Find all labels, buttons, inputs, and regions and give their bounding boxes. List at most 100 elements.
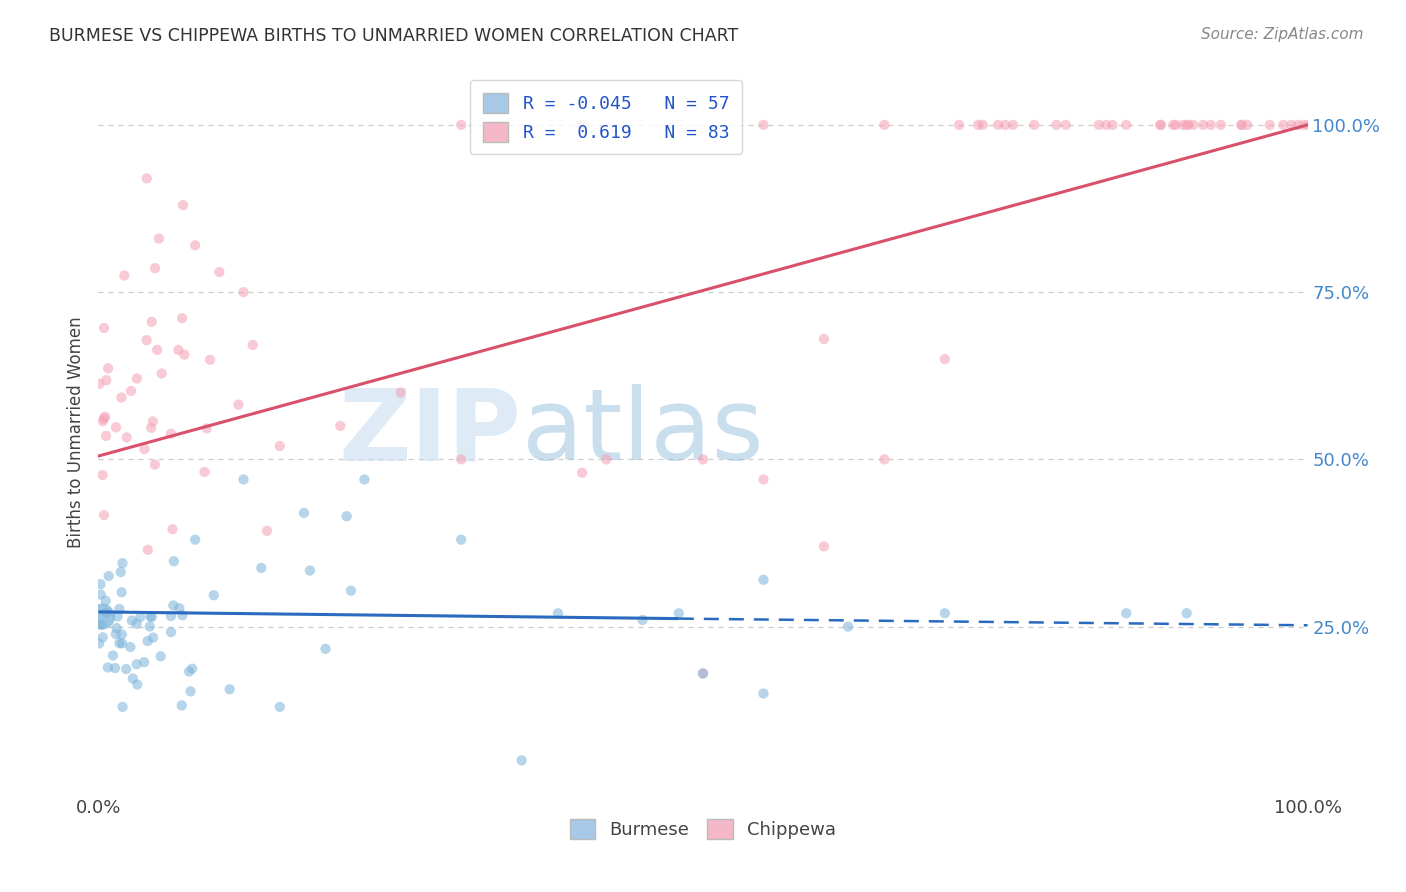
Point	[752, 118, 775, 132]
Point	[105, 621, 128, 635]
Point	[136, 634, 159, 648]
Point	[104, 627, 127, 641]
Point	[167, 343, 190, 357]
Point	[93, 321, 115, 335]
Point	[1024, 118, 1046, 132]
Point	[228, 398, 250, 412]
Point	[111, 627, 134, 641]
Point	[104, 661, 127, 675]
Point	[93, 508, 115, 522]
Point	[1088, 118, 1111, 132]
Point	[1182, 118, 1205, 132]
Point	[115, 430, 138, 444]
Point	[101, 648, 124, 663]
Point	[160, 625, 183, 640]
Point	[873, 452, 896, 467]
Point	[97, 361, 120, 376]
Point	[972, 118, 994, 132]
Point	[595, 452, 617, 467]
Point	[218, 682, 240, 697]
Point	[96, 606, 118, 620]
Point	[450, 533, 472, 547]
Point	[340, 583, 363, 598]
Point	[108, 602, 131, 616]
Point	[120, 384, 142, 398]
Point	[269, 439, 291, 453]
Point	[108, 636, 131, 650]
Point	[967, 118, 990, 132]
Point	[1279, 118, 1302, 132]
Point	[692, 666, 714, 681]
Point	[111, 636, 134, 650]
Point	[162, 522, 184, 536]
Point	[172, 198, 194, 212]
Point	[172, 608, 194, 623]
Point	[208, 265, 231, 279]
Point	[90, 617, 112, 632]
Point	[142, 414, 165, 428]
Point	[1045, 118, 1067, 132]
Point	[139, 609, 162, 624]
Point	[143, 261, 166, 276]
Point	[389, 385, 412, 400]
Point	[1192, 118, 1215, 132]
Point	[256, 524, 278, 538]
Point	[89, 376, 111, 391]
Point	[150, 367, 173, 381]
Point	[139, 421, 162, 435]
Point	[1292, 118, 1315, 132]
Point	[160, 609, 183, 624]
Point	[1230, 118, 1253, 132]
Point	[1150, 118, 1173, 132]
Point	[173, 348, 195, 362]
Point	[121, 614, 143, 628]
Point	[250, 561, 273, 575]
Point	[315, 641, 337, 656]
Point	[232, 473, 254, 487]
Point	[668, 607, 690, 621]
Point	[329, 419, 352, 434]
Point	[120, 640, 142, 654]
Point	[242, 338, 264, 352]
Point	[125, 616, 148, 631]
Point	[111, 699, 134, 714]
Point	[184, 533, 207, 547]
Point	[125, 657, 148, 672]
Point	[1115, 118, 1137, 132]
Point	[89, 577, 111, 591]
Point	[141, 610, 163, 624]
Point	[450, 118, 472, 132]
Point	[93, 411, 115, 425]
Point	[837, 620, 859, 634]
Point	[752, 687, 775, 701]
Point	[142, 631, 165, 645]
Text: atlas: atlas	[522, 384, 763, 481]
Point	[752, 573, 775, 587]
Point	[1272, 118, 1295, 132]
Point	[143, 458, 166, 472]
Point	[1286, 118, 1309, 132]
Point	[107, 609, 129, 624]
Point	[115, 662, 138, 676]
Point	[1258, 118, 1281, 132]
Point	[97, 660, 120, 674]
Point	[179, 684, 201, 698]
Point	[121, 672, 143, 686]
Point	[571, 466, 593, 480]
Point	[336, 509, 359, 524]
Point	[193, 465, 215, 479]
Point	[232, 285, 254, 300]
Point	[91, 609, 114, 624]
Point	[91, 414, 114, 428]
Point	[934, 352, 956, 367]
Point	[112, 268, 135, 283]
Point	[1236, 118, 1258, 132]
Point	[547, 607, 569, 621]
Point	[148, 232, 170, 246]
Point	[125, 371, 148, 385]
Point	[813, 539, 835, 553]
Point	[752, 473, 775, 487]
Point	[134, 442, 156, 456]
Point	[94, 429, 117, 443]
Point	[631, 613, 654, 627]
